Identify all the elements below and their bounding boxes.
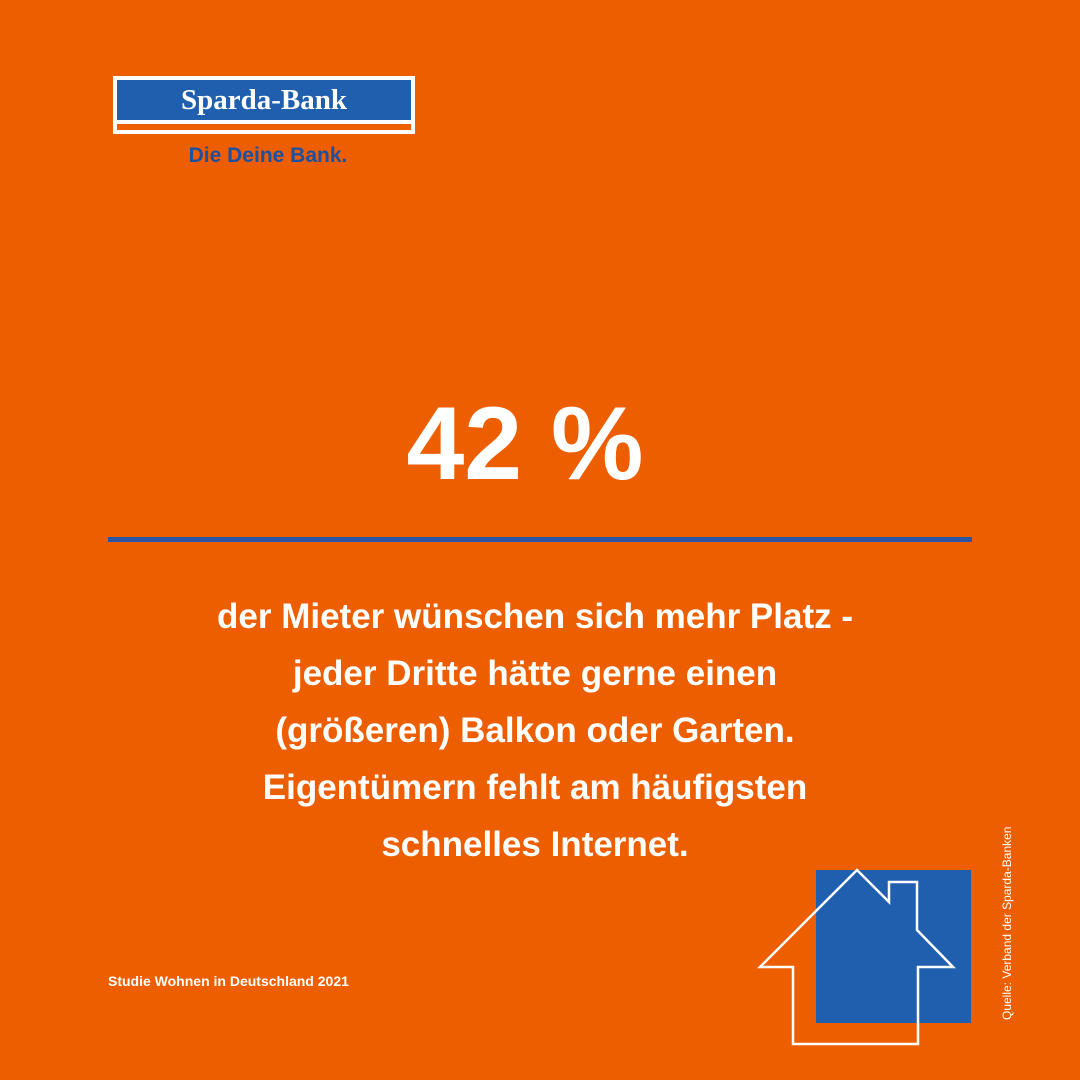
footer: Studie Wohnen in Deutschland 2021 bbox=[108, 973, 349, 989]
body-line: (größeren) Balkon oder Garten. bbox=[275, 711, 795, 750]
body-line: der Mieter wünschen sich mehr Platz - bbox=[217, 597, 853, 636]
logo-line bbox=[117, 124, 411, 130]
body-line: schnelles Internet. bbox=[381, 825, 689, 864]
body-line: jeder Dritte hätte gerne einen bbox=[292, 654, 778, 693]
headline: 42 % bbox=[406, 386, 644, 502]
body-line: Eigentümern fehlt am häufigsten bbox=[262, 768, 808, 807]
logo-name: Sparda-Bank bbox=[117, 80, 411, 120]
logo: Sparda-Bank bbox=[113, 76, 415, 134]
slogan: Die Deine Bank. bbox=[188, 144, 348, 167]
divider bbox=[108, 537, 972, 542]
body-text: der Mieter wünschen sich mehr Platz - jed… bbox=[0, 588, 1070, 873]
